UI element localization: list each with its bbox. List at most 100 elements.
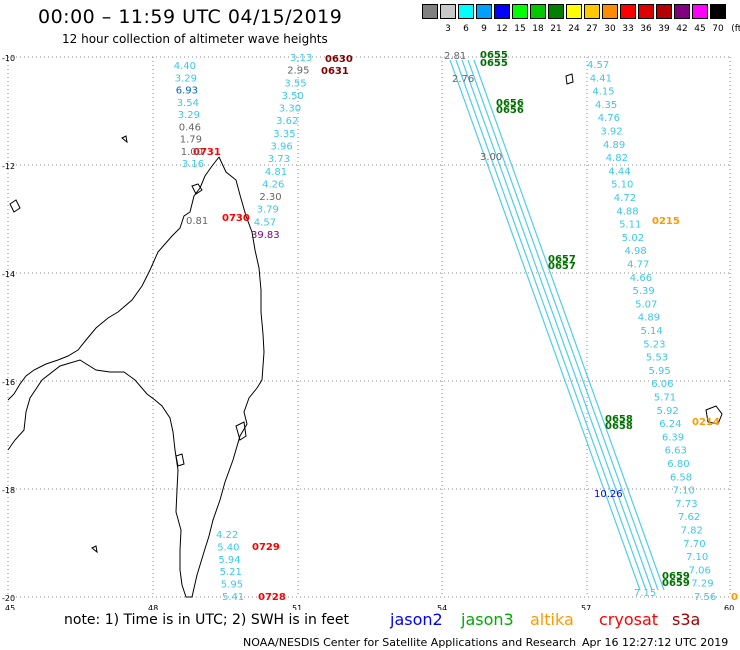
wave-height: 5.23 xyxy=(643,339,665,350)
lat-label: -10 xyxy=(2,54,15,63)
time-label: 0655 xyxy=(480,50,508,61)
scale-label: 15 xyxy=(514,24,526,34)
island-4 xyxy=(175,453,185,467)
time-label: 0 xyxy=(731,592,738,603)
chart-subtitle: 12 hour collection of altimeter wave hei… xyxy=(62,32,328,46)
coastline xyxy=(7,73,723,598)
wave-height: 6.63 xyxy=(665,446,687,457)
wave-height: 3.62 xyxy=(276,116,298,127)
time-label: 0657 xyxy=(548,261,576,272)
island-reunion xyxy=(705,405,723,425)
wave-height: 4.88 xyxy=(616,206,638,217)
sat-jason3: jason3 xyxy=(461,610,514,629)
wave-height: 7.56 xyxy=(694,592,716,603)
lon-label: 54 xyxy=(437,604,447,610)
timestamp: Apr 16 12:27:12 UTC 2019 xyxy=(582,636,729,649)
wave-height: 7.82 xyxy=(681,526,703,537)
wave-height: 6.06 xyxy=(651,379,673,390)
wave-height: 3.73 xyxy=(268,154,290,165)
chart-title: 00:00 – 11:59 UTC 04/15/2019 xyxy=(38,6,343,28)
scale-swatch xyxy=(584,4,600,19)
wave-height: 3.29 xyxy=(175,73,197,84)
time-label: 0215 xyxy=(652,216,680,227)
wave-height: 5.71 xyxy=(654,393,676,404)
wave-height: 3.13 xyxy=(290,53,312,64)
scale-label: 12 xyxy=(496,24,508,34)
sat-s3a: s3a xyxy=(672,610,701,629)
time-label: 0659 xyxy=(662,571,690,582)
time-label: 0731 xyxy=(193,147,221,158)
wave-height: 3.96 xyxy=(271,142,293,153)
wave-height: 6.93 xyxy=(176,86,198,97)
wave-height: 7.06 xyxy=(689,565,711,576)
wave-height: 4.66 xyxy=(630,273,652,284)
wave-height: 4.41 xyxy=(590,73,612,84)
wave-height: 4.22 xyxy=(216,530,238,541)
time-label: 0729 xyxy=(252,542,280,553)
time-label: 0655 xyxy=(480,58,508,69)
scale-swatch xyxy=(710,4,726,19)
scale-swatch xyxy=(692,4,708,19)
wave-height: 2.95 xyxy=(287,66,309,77)
wave-height: 4.44 xyxy=(608,166,630,177)
wave-height: 5.11 xyxy=(619,220,641,231)
lon-label: 51 xyxy=(292,604,302,610)
scale-swatch xyxy=(566,4,582,19)
lon-label: 60 xyxy=(724,604,734,610)
wave-height: 3.35 xyxy=(273,129,295,140)
wave-height: 7.10 xyxy=(673,486,695,497)
wave-height: 7.70 xyxy=(683,539,705,550)
wave-height: 1.79 xyxy=(180,135,202,146)
wave-height: 3.29 xyxy=(178,110,200,121)
scale-label: 27 xyxy=(586,24,598,34)
madagascar-west-coast xyxy=(7,156,220,401)
wave-height: 6.80 xyxy=(667,459,689,470)
wave-height: 39.83 xyxy=(251,230,280,241)
wave-height: 3.00 xyxy=(480,152,502,163)
map-grid xyxy=(7,56,731,598)
lat-label: -18 xyxy=(2,486,15,495)
wave-height: 5.14 xyxy=(641,326,663,337)
wave-height: 7.10 xyxy=(686,552,708,563)
wave-height: 5.95 xyxy=(649,366,671,377)
credit-line: NOAA/NESDIS Center for Satellite Applica… xyxy=(243,636,577,649)
time-label: 0657 xyxy=(548,254,576,265)
scale-swatch xyxy=(620,4,636,19)
wave-height: 1.00 xyxy=(181,147,203,158)
scale-swatch xyxy=(476,4,492,19)
map-plot: -10 -12 -14 -16 -18 -20 45 48 51 54 57 6… xyxy=(2,50,738,610)
wave-height: 3.55 xyxy=(284,78,306,89)
wave-height: 6.58 xyxy=(670,472,692,483)
wave-height: 4.81 xyxy=(265,167,287,178)
time-label: 0214 xyxy=(692,417,720,428)
scale-label: 21 xyxy=(550,24,562,34)
sat-altika: altika xyxy=(530,610,574,629)
wave-height: 5.40 xyxy=(217,542,239,553)
wave-height: 5.07 xyxy=(635,299,657,310)
wave-height: 4.35 xyxy=(595,100,617,111)
wave-height: 2.76 xyxy=(452,74,474,85)
wave-height: 5.92 xyxy=(657,406,679,417)
wave-height: 4.89 xyxy=(638,313,660,324)
wave-height: 3.50 xyxy=(282,91,304,102)
wave-height: 3.16 xyxy=(182,159,204,170)
wave-height: 5.21 xyxy=(220,567,242,578)
wave-height: 4.72 xyxy=(614,193,636,204)
wave-height: 10.26 xyxy=(594,489,623,500)
wave-height: 6.24 xyxy=(659,419,681,430)
island-3 xyxy=(235,421,247,441)
lat-label: -12 xyxy=(2,162,15,171)
scale-label: 70 xyxy=(712,24,724,34)
wave-height: 7.73 xyxy=(675,499,697,510)
lon-label: 48 xyxy=(148,604,158,610)
scale-label: 6 xyxy=(463,24,469,34)
time-label: 0659 xyxy=(662,578,690,589)
island-west-1 xyxy=(9,199,21,213)
time-label: 0730 xyxy=(222,213,250,224)
lat-label: -14 xyxy=(2,270,15,279)
lon-label: 57 xyxy=(581,604,591,610)
wave-height: 7.62 xyxy=(678,512,700,523)
wave-height: 4.89 xyxy=(603,140,625,151)
time-label: 0630 xyxy=(325,54,353,65)
scale-swatch xyxy=(440,4,456,19)
